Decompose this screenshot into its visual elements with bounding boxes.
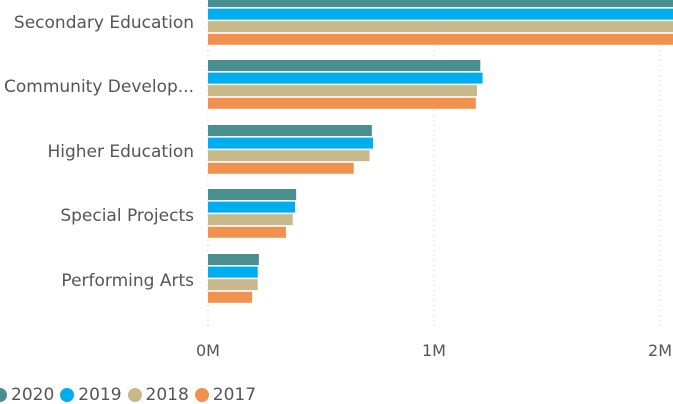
x-axis-ticks: 0M 1M 2M <box>196 341 672 360</box>
category-label: Special Projects <box>60 206 194 226</box>
legend-item-2018[interactable]: 2018 <box>127 385 189 404</box>
bars <box>208 0 673 303</box>
bar-2018[interactable] <box>208 214 293 226</box>
legend-marker-icon <box>60 388 75 402</box>
legend: 2020 2019 2018 2017 <box>0 381 262 404</box>
legend-marker-icon <box>194 388 209 402</box>
bar-2020[interactable] <box>208 254 259 265</box>
bar-2018[interactable] <box>208 279 258 291</box>
bar-2020[interactable] <box>208 189 297 200</box>
x-tick-label: 1M <box>422 341 446 360</box>
x-tick-label: 2M <box>648 341 672 360</box>
legend-item-2020[interactable]: 2020 <box>0 385 54 404</box>
bar-2020[interactable] <box>208 60 481 71</box>
category-labels: Secondary Education Community Develop... H… <box>4 13 194 291</box>
category-label: Secondary Education <box>14 13 194 33</box>
bar-2017[interactable] <box>208 291 253 303</box>
bar-2019[interactable] <box>208 266 258 278</box>
bar-2017[interactable] <box>208 33 673 45</box>
category-label: Community Develop... <box>4 77 194 97</box>
legend-marker-icon <box>127 388 142 402</box>
legend-marker-icon <box>0 388 7 402</box>
x-tick-label: 0M <box>196 341 220 360</box>
bar-2018[interactable] <box>208 21 673 33</box>
bar-2019[interactable] <box>208 72 483 84</box>
legend-label: 2020 <box>11 385 55 404</box>
bar-2017[interactable] <box>208 226 286 238</box>
bar-2019[interactable] <box>208 137 373 149</box>
bar-2020[interactable] <box>208 125 372 136</box>
bar-2017[interactable] <box>208 162 354 174</box>
legend-item-2017[interactable]: 2017 <box>194 385 257 404</box>
legend-label: 2018 <box>145 385 189 404</box>
bar-2019[interactable] <box>208 201 296 213</box>
bar-2018[interactable] <box>208 85 477 97</box>
category-label: Higher Education <box>47 142 194 162</box>
bar-2020[interactable] <box>208 0 673 7</box>
category-label: Performing Arts <box>61 271 194 291</box>
bar-2017[interactable] <box>208 97 476 109</box>
legend-label: 2019 <box>78 385 122 404</box>
legend-label: 2017 <box>212 385 257 404</box>
legend-item-2019[interactable]: 2019 <box>60 385 122 404</box>
bar-2019[interactable] <box>208 8 673 20</box>
bar-2018[interactable] <box>208 150 370 162</box>
